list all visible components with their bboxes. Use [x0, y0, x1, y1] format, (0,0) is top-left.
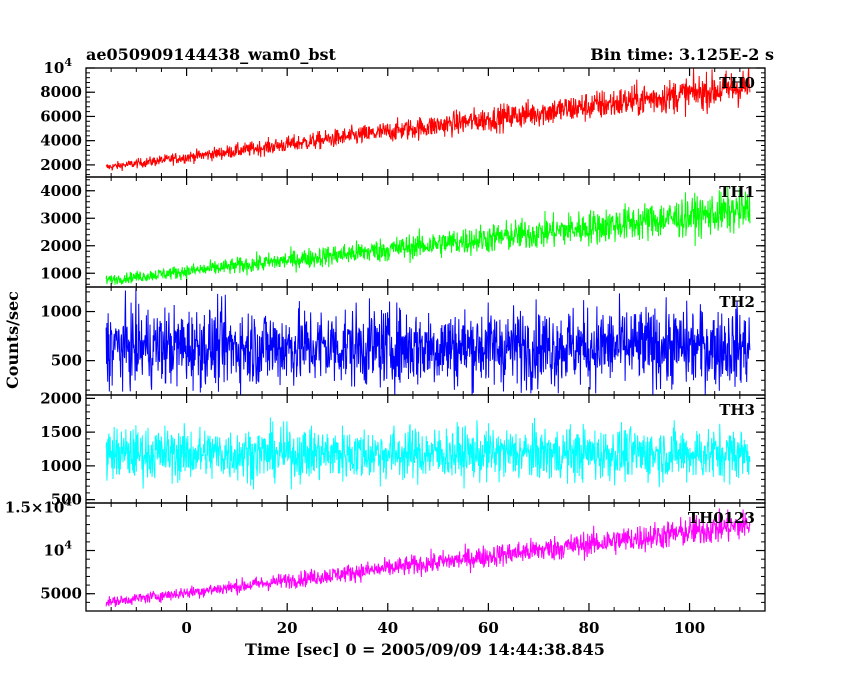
y-tick-label: 5000	[40, 585, 82, 603]
y-tick-label: 104	[43, 539, 72, 560]
y-tick-label: 1.5×104	[5, 495, 73, 516]
y-tick-label: 6000	[40, 107, 82, 125]
series-line-th0123	[105, 508, 751, 607]
channel-label: TH0	[719, 74, 755, 92]
y-tick-label: 1500	[40, 423, 82, 441]
x-tick-label: 60	[478, 619, 499, 637]
panel-th3: 500 1000 1500 2000 TH3	[40, 389, 766, 509]
y-tick-label: 500	[51, 352, 82, 370]
y-tick-label: 1000	[40, 264, 82, 282]
channel-label: TH3	[719, 401, 755, 419]
x-tick-label: 100	[674, 619, 705, 637]
y-tick-label: 104	[43, 56, 72, 77]
y-tick-label: 2000	[40, 237, 82, 255]
panel-th1: 1000 2000 3000 4000 TH1	[40, 176, 766, 288]
plot-title: ae050909144438_wam0_bst	[86, 45, 337, 64]
x-tick-label: 0	[181, 619, 191, 637]
y-tick-label: 4000	[40, 132, 82, 150]
series-line-th2	[105, 288, 751, 395]
panel-frame	[85, 502, 766, 612]
x-tick-label: 40	[377, 619, 398, 637]
y-tick-label: 1000	[40, 303, 82, 321]
panel-th2: 500 1000 TH2	[40, 286, 766, 396]
series-line-th1	[105, 186, 751, 286]
y-tick-label: 1000	[40, 457, 82, 475]
y-axis-label: Counts/sec	[3, 291, 22, 389]
bin-time-label: Bin time: 3.125E-2 s	[590, 45, 774, 64]
panel-th0123: 5000 104 1.5×104 TH0123	[5, 495, 766, 612]
channel-label: TH2	[719, 293, 755, 311]
x-axis-label: Time [sec] 0 = 2005/09/09 14:44:38.845	[245, 640, 605, 659]
x-tick-label: 80	[579, 619, 600, 637]
y-tick-label: 2000	[40, 389, 82, 407]
y-tick-label: 8000	[40, 83, 82, 101]
panel-th0: 2000 4000 6000 8000 104 TH0	[40, 56, 766, 178]
series-line-th3	[105, 417, 751, 490]
channel-label: TH0123	[688, 509, 755, 527]
series-line-th0	[105, 68, 751, 172]
y-tick-label: 2000	[40, 156, 82, 174]
channel-label: TH1	[719, 183, 755, 201]
y-tick-label: 4000	[40, 182, 82, 200]
y-tick-label: 500	[51, 491, 82, 509]
y-tick-label: 3000	[40, 209, 82, 227]
x-tick-label: 20	[277, 619, 298, 637]
